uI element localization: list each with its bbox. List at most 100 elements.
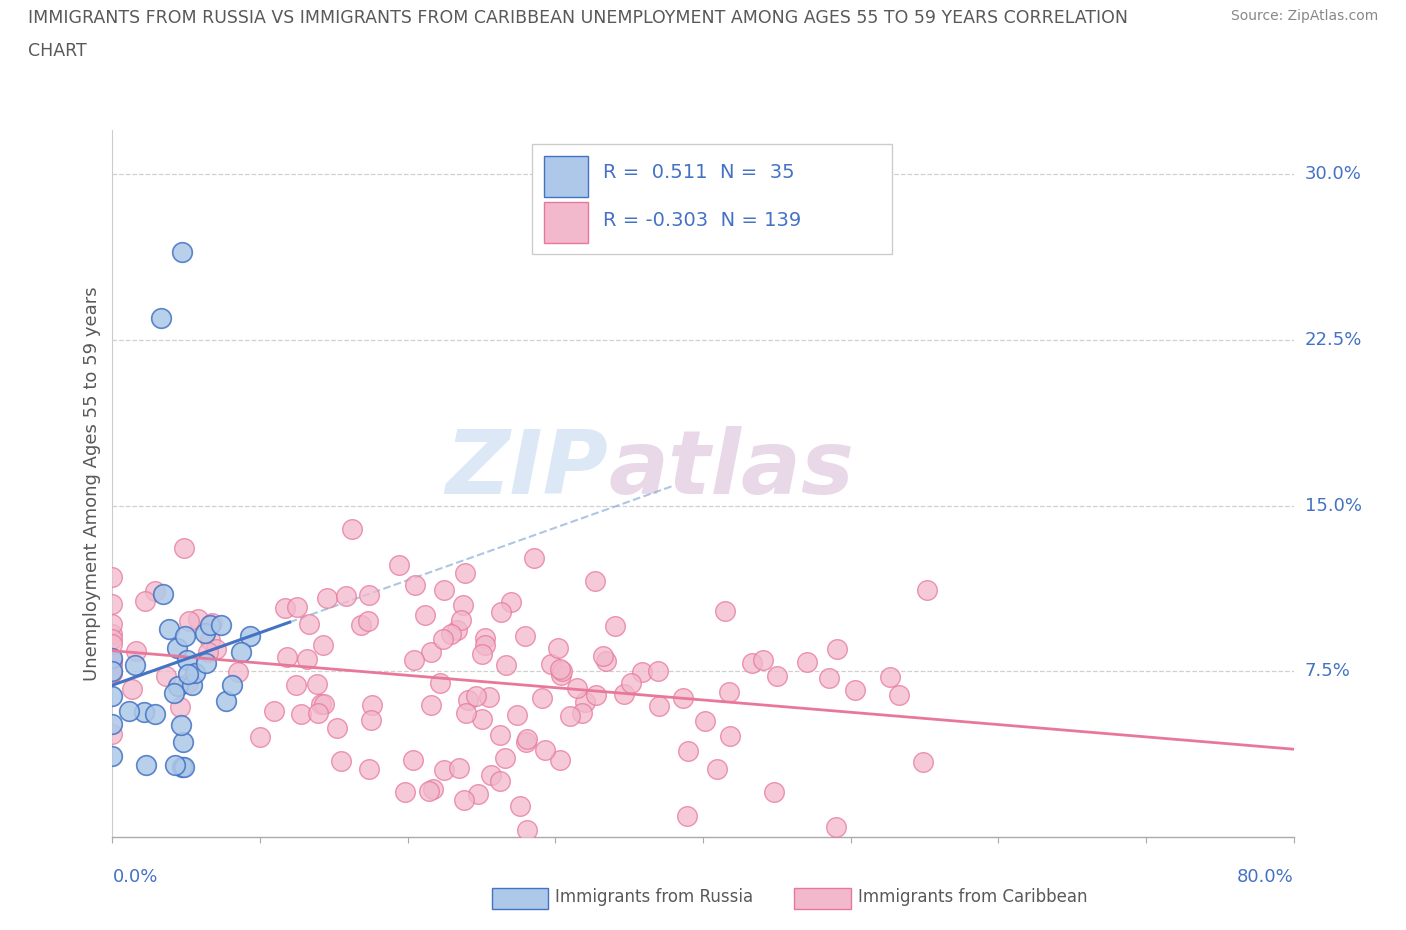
Point (450, 612, 472, 627)
Point (471, 646, 494, 661)
Point (335, 589, 357, 604)
Point (534, 743, 557, 758)
Point (226, 665, 249, 680)
Point (404, 578, 426, 592)
Text: R =  0.511  N =  35: R = 0.511 N = 35 (603, 163, 794, 182)
FancyBboxPatch shape (544, 156, 589, 197)
Point (101, 627, 124, 642)
Point (169, 699, 191, 714)
Point (170, 245, 193, 259)
Point (422, 781, 444, 796)
Text: atlas: atlas (609, 426, 855, 513)
Text: Immigrants from Russia: Immigrants from Russia (555, 888, 754, 907)
Point (177, 666, 200, 681)
Text: 0.0%: 0.0% (112, 868, 157, 885)
Point (796, 655, 818, 670)
Point (239, 629, 262, 644)
Point (595, 654, 617, 669)
Point (290, 706, 312, 721)
Point (177, 675, 200, 690)
Point (307, 677, 329, 692)
Point (298, 617, 321, 631)
Point (285, 599, 308, 614)
Point (172, 734, 194, 749)
Point (152, 587, 174, 602)
Point (825, 819, 848, 834)
Point (121, 681, 143, 696)
Point (274, 601, 297, 616)
Point (718, 684, 741, 699)
Point (547, 641, 569, 656)
Point (879, 670, 901, 684)
Point (592, 648, 614, 663)
Point (101, 665, 124, 680)
Point (454, 565, 477, 580)
Point (432, 631, 454, 646)
Point (513, 629, 536, 644)
Point (155, 669, 177, 684)
Point (420, 698, 443, 712)
Point (585, 688, 607, 703)
Point (201, 616, 224, 631)
Point (132, 705, 155, 720)
Point (198, 618, 221, 632)
Point (163, 685, 186, 700)
Point (143, 584, 166, 599)
FancyBboxPatch shape (531, 144, 891, 254)
Text: R = -0.303  N = 139: R = -0.303 N = 139 (603, 211, 801, 230)
Point (763, 785, 786, 800)
Point (648, 698, 671, 713)
Point (330, 753, 353, 768)
Point (165, 758, 187, 773)
Point (357, 761, 380, 776)
Point (451, 597, 474, 612)
Point (574, 694, 596, 709)
Point (560, 709, 582, 724)
Point (361, 698, 384, 713)
Point (101, 617, 124, 631)
Point (194, 626, 217, 641)
Point (101, 663, 124, 678)
Point (454, 706, 477, 721)
Point (672, 690, 695, 705)
Point (316, 591, 339, 605)
Point (295, 651, 318, 666)
Point (176, 653, 198, 668)
Point (465, 688, 488, 703)
Point (101, 655, 124, 670)
Point (360, 712, 382, 727)
Point (889, 687, 911, 702)
Point (117, 704, 139, 719)
Point (173, 540, 195, 555)
Point (495, 658, 517, 672)
Point (101, 664, 124, 679)
Point (166, 640, 188, 655)
Text: 22.5%: 22.5% (1305, 331, 1362, 349)
Point (523, 551, 546, 565)
Text: 30.0%: 30.0% (1305, 166, 1361, 183)
Point (135, 758, 157, 773)
Point (181, 677, 204, 692)
Point (326, 720, 349, 735)
Point (172, 759, 194, 774)
Point (350, 618, 373, 632)
Point (567, 680, 589, 695)
Point (530, 690, 553, 705)
Point (157, 621, 180, 636)
FancyBboxPatch shape (544, 203, 589, 244)
Point (751, 653, 773, 668)
Point (551, 663, 574, 678)
Point (101, 653, 124, 668)
Point (215, 693, 238, 708)
Point (548, 661, 571, 676)
Point (195, 656, 218, 671)
Point (446, 623, 468, 638)
Point (388, 557, 411, 572)
Text: ZIP: ZIP (446, 426, 609, 513)
Point (766, 669, 789, 684)
Point (718, 728, 741, 743)
Point (474, 637, 496, 652)
Point (187, 612, 209, 627)
Point (101, 717, 124, 732)
Point (101, 569, 124, 584)
